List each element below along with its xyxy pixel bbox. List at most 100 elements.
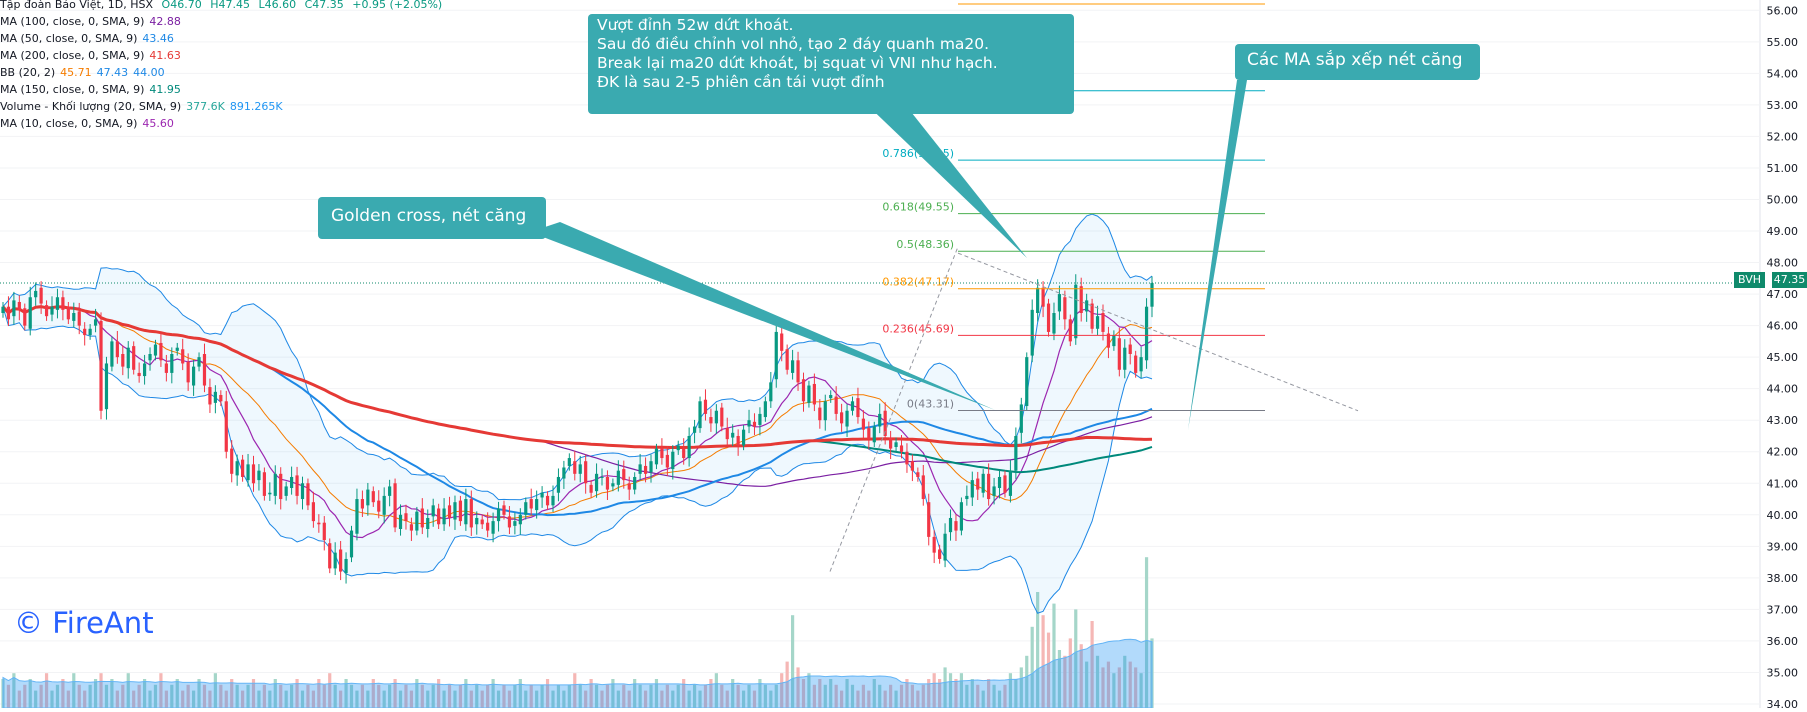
candle-body [404,513,408,522]
volume-bar [551,690,555,708]
candle-body [148,354,152,361]
y-tick-label: 51.00 [1767,162,1799,175]
volume-bar [992,684,996,708]
volume-bar [115,690,119,708]
golden-cross-callout[interactable]: Golden cross, nét căng [318,197,546,239]
volume-bar [616,690,620,708]
y-tick-label: 36.00 [1767,635,1799,648]
volume-bar [698,690,702,708]
bollinger-basis-line [2,306,1153,525]
candle-body [938,549,942,559]
indicator-row[interactable]: MA (100, close, 0, SMA, 9) 42.88 [0,13,442,30]
volume-bar [132,690,136,708]
volume-bar [1008,673,1013,708]
volume-bar [224,690,228,708]
candle-body [829,394,833,399]
open-value: O46.70 [161,0,202,11]
volume-bar [437,679,441,708]
volume-bar [649,684,653,708]
candle-body [447,505,452,518]
volume-bar [475,684,479,708]
candle-body [142,363,147,377]
candle-body [638,464,642,474]
candle-body [709,417,713,424]
candle-body [132,346,136,370]
volume-bar [1041,615,1045,708]
volume-bar [1046,632,1051,708]
indicator-value: 45.60 [142,117,174,130]
candle-body [665,454,669,468]
ma-aligned-callout[interactable]: Các MA sắp xếp nét căng [1235,44,1480,80]
volume-bar [981,690,985,708]
indicator-label: MA (200, close, 0, SMA, 9) [0,49,145,62]
volume-bar [121,684,125,708]
volume-bar [404,684,408,708]
candle-body [257,470,261,481]
volume-bar [311,690,315,708]
candle-body [850,401,855,411]
candle-body [758,413,762,425]
candle-body [366,489,370,506]
candle-body [339,549,343,572]
candle-body [1041,287,1045,307]
volume-bar [1057,650,1062,708]
indicator-value: 45.71 [60,66,92,79]
candle-body [175,347,179,351]
volume-bar [840,690,844,708]
volume-bar [295,679,299,708]
volume-bar [442,690,446,708]
peak-note-callout[interactable]: Vượt đỉnh 52w dứt khoát. Sau đó điều chỉ… [588,14,1074,114]
volume-bar [1068,638,1072,708]
candle-body [246,464,250,481]
peak-note-line: Break lại ma20 dứt khoát, bị squat vì VN… [597,54,998,72]
volume-bar [317,679,321,708]
y-tick-label: 55.00 [1767,36,1799,49]
indicator-row[interactable]: MA (50, close, 0, SMA, 9) 43.46 [0,30,442,47]
volume-bar [28,679,32,708]
y-tick-label: 41.00 [1767,477,1799,490]
volume-bar [186,684,190,708]
y-tick-label: 38.00 [1767,572,1799,585]
volume-bar [856,690,860,708]
indicator-row[interactable]: MA (200, close, 0, SMA, 9) 41.63 [0,47,442,64]
chart-legend: Tập đoàn Bảo Việt, 1D, HSX O46.70 H47.45… [0,0,442,132]
indicator-value: 377.6K [186,100,225,113]
volume-bar [159,673,163,708]
volume-bar [251,679,256,708]
volume-bar [241,690,245,708]
volume-bar [818,679,822,708]
volume-bar [170,684,174,708]
candle-body [643,465,648,474]
volume-bar [899,684,904,708]
candle-body [1068,319,1072,342]
volume-bar [126,673,130,708]
volume-bar [66,690,70,708]
volume-bar [453,690,457,708]
volume-bar [1139,673,1143,708]
indicator-label: MA (150, close, 0, SMA, 9) [0,83,145,96]
candle-body [126,347,130,369]
indicator-row[interactable]: MA (10, close, 0, SMA, 9) 45.60 [0,115,442,132]
indicator-row[interactable]: BB (20, 2) 45.71 47.43 44.00 [0,64,442,81]
candle-body [1117,338,1121,370]
volume-bar [790,615,795,708]
candle-body [1046,303,1051,332]
volume-bar [682,679,686,708]
volume-bar [377,684,381,708]
indicator-row[interactable]: Volume - Khối lượng (20, SMA, 9) 377.6K 89… [0,98,442,115]
indicator-row[interactable]: MA (150, close, 0, SMA, 9) 41.95 [0,81,442,98]
candle-body [622,469,626,481]
volume-bar [1134,667,1138,708]
candle-body [1128,344,1132,354]
volume-bar [845,679,849,708]
candle-body [676,445,680,451]
volume-bar [720,684,724,708]
candle-body [6,306,11,320]
volume-bar [883,690,887,708]
volume-bar [279,684,283,708]
candle-body [600,476,604,478]
candle-body [954,521,958,531]
candle-body [1025,357,1029,407]
